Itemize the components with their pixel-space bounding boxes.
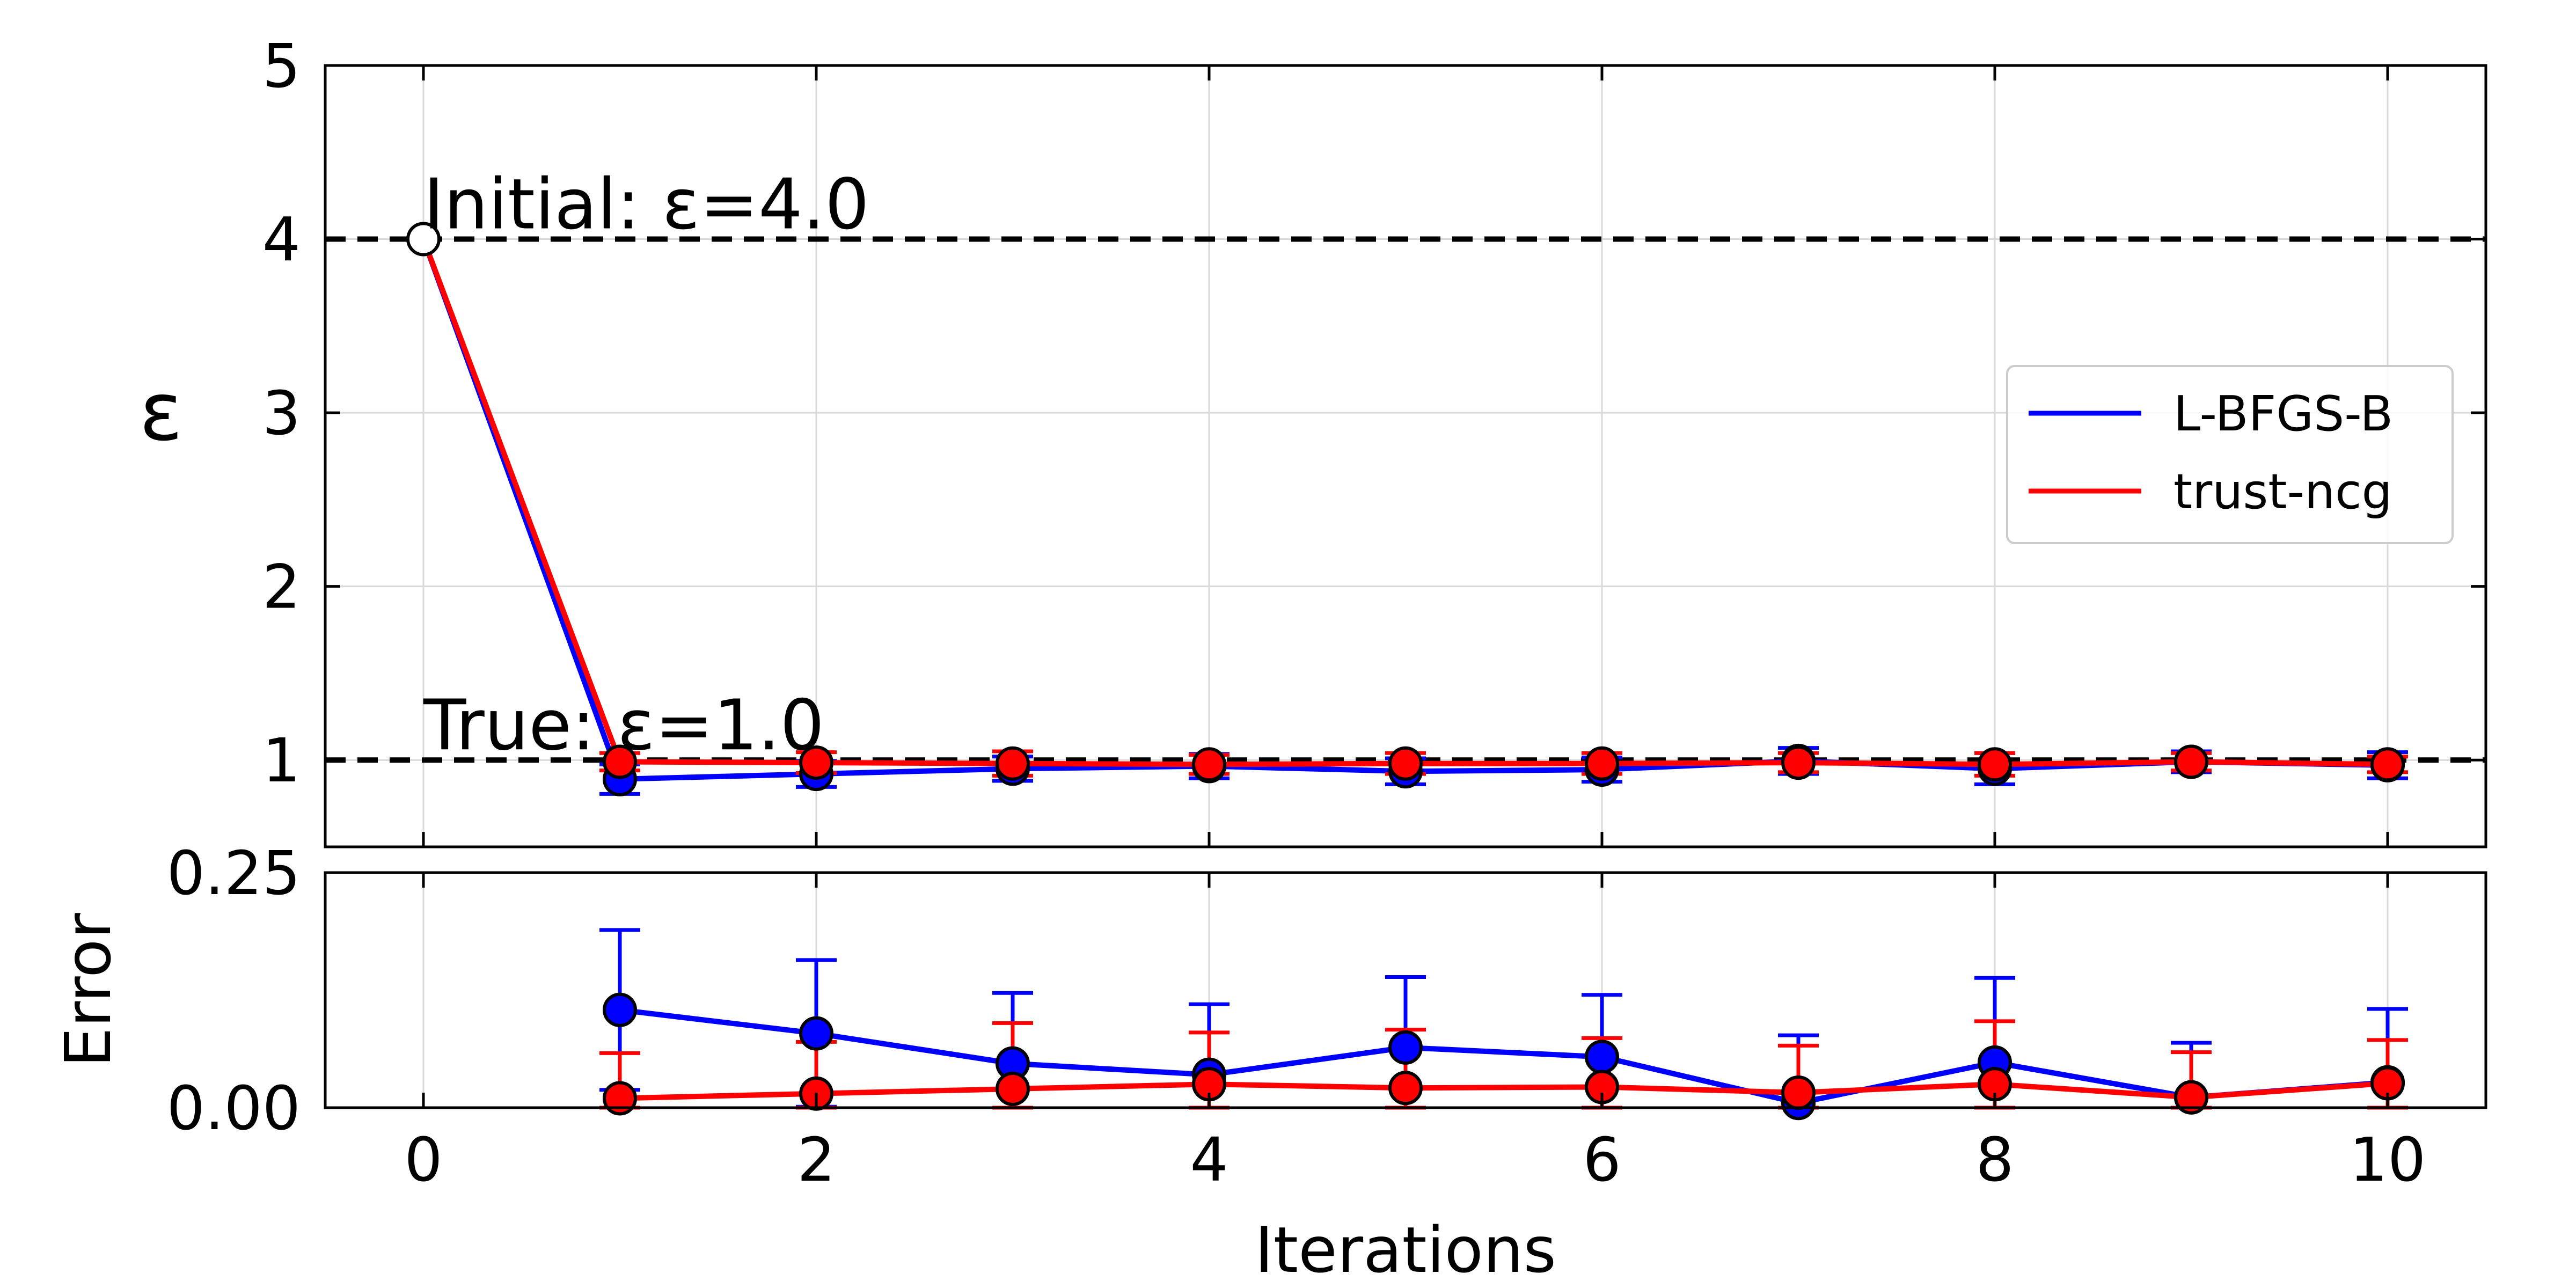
top-marker-trust-ncg [1585, 746, 1619, 781]
initial-marker [406, 222, 441, 257]
bottom-marker-trust-ncg [996, 1071, 1030, 1106]
top-plot-frame [324, 64, 2487, 848]
legend: L-BFGS-B trust-ncg [2006, 365, 2454, 544]
bottom-marker-l-bfgs-b [1388, 1030, 1423, 1065]
top-y-axis-label: ε [139, 365, 182, 459]
x-axis-label: Iterations [1255, 1213, 1556, 1287]
top-marker-trust-ncg [1388, 746, 1423, 781]
bottom-y-tick-labels: 0.00 0.25 [167, 839, 301, 1144]
bottom-line-l-bfgs-b [619, 1007, 2388, 1106]
bottom-marker-trust-ncg [603, 1081, 637, 1116]
bottom-y-axis-label: Error [51, 913, 125, 1067]
top-marker-trust-ncg [603, 744, 637, 779]
x-tick-label: 6 [1583, 1125, 1621, 1195]
bottom-marker-l-bfgs-b [603, 992, 637, 1027]
bottom-marker-trust-ncg [1388, 1071, 1423, 1106]
top-y-tick-label: 1 [262, 726, 301, 796]
top-marker-trust-ncg [1192, 747, 1226, 782]
x-tick-label: 4 [1190, 1125, 1228, 1195]
top-ticks [325, 64, 2486, 847]
bottom-x-tick-labels: 0 2 4 6 8 10 [404, 1125, 2426, 1195]
top-y-tick-label: 3 [262, 379, 301, 449]
bottom-y-tick-label: 0.00 [167, 1074, 301, 1144]
top-marker-trust-ncg [2174, 744, 2208, 779]
top-marker-trust-ncg [2370, 747, 2405, 782]
x-tick-label: 8 [1975, 1125, 2014, 1195]
top-marker-trust-ncg [996, 746, 1030, 781]
x-tick-label: 2 [797, 1125, 835, 1195]
bottom-marker-trust-ncg [2174, 1080, 2208, 1115]
top-panel: 1 2 3 4 5 ε Initial: ε=4.0 True: ε=1.0 L-BFG… [139, 32, 2487, 848]
top-marker-trust-ncg [799, 745, 833, 780]
bottom-line-trust-ncg [619, 1080, 2388, 1101]
legend-box [2006, 365, 2454, 544]
x-tick-label: 10 [2350, 1125, 2426, 1195]
bottom-marker-l-bfgs-b [799, 1016, 833, 1051]
bottom-y-tick-label: 0.25 [167, 839, 301, 909]
bottom-ticks [325, 871, 2486, 1109]
true-annotation: True: ε=1.0 [423, 684, 824, 766]
top-y-tick-label: 5 [262, 32, 301, 101]
top-y-tick-label: 4 [262, 206, 301, 275]
bottom-marker-l-bfgs-b [1585, 1040, 1619, 1074]
bottom-panel: 0.00 0.25 0 2 4 6 8 10 Error Iterations [51, 839, 2487, 1287]
top-marker-trust-ncg [1978, 747, 2012, 782]
top-series [406, 222, 2408, 796]
bottom-marker-trust-ncg [1781, 1075, 1816, 1110]
legend-label-trust-ncg: trust-ncg [2174, 464, 2392, 520]
top-y-tick-labels: 1 2 3 4 5 [262, 32, 301, 796]
x-tick-label: 0 [404, 1125, 442, 1195]
top-y-tick-label: 2 [262, 553, 301, 623]
initial-annotation: Initial: ε=4.0 [423, 164, 869, 245]
legend-label-lbfgsb: L-BFGS-B [2174, 386, 2393, 442]
top-marker-trust-ncg [1781, 745, 1816, 780]
bottom-plot-frame [324, 871, 2487, 1109]
